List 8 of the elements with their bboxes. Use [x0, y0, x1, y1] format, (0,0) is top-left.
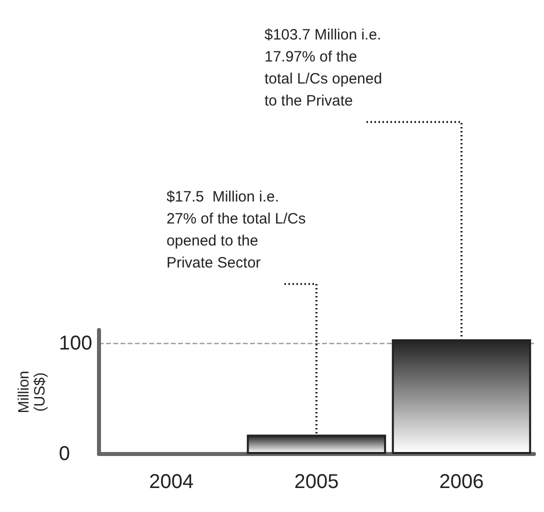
y-tick-label: 100: [58, 332, 92, 354]
x-tick-label: 2005: [294, 471, 339, 493]
annotation: $103.7 Million i.e. 17.97% of the total L/Cs opened to the Private: [264, 26, 382, 110]
y-axis-title: Million (US$): [16, 370, 48, 414]
x-tick-label: 2004: [149, 471, 194, 493]
annotation: $17.5 Million i.e. 27% of the total L/Cs opened to the Private Sector: [166, 188, 306, 272]
x-tick-label: 2006: [439, 471, 484, 493]
y-tick-label: 0: [58, 443, 70, 465]
